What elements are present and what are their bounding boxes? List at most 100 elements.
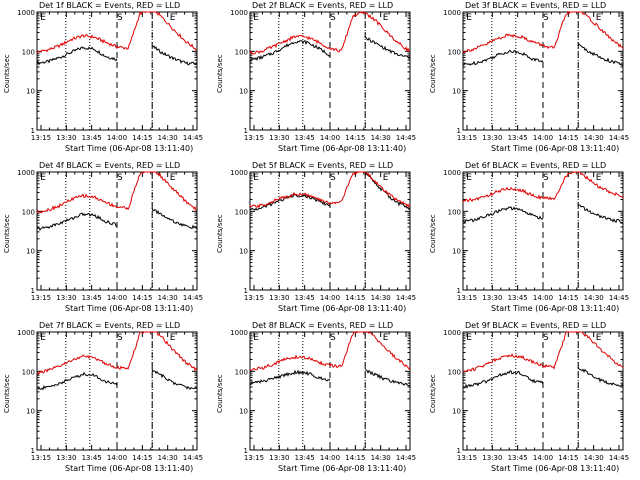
y-tick-label: 100 <box>22 48 35 56</box>
chart-title: Det 4f BLACK = Events, RED = LLD <box>39 161 181 170</box>
series-line-events <box>36 368 198 391</box>
x-axis-label: Start Time (06-Apr-08 13:11:40) <box>278 144 407 153</box>
x-axis-label: Start Time (06-Apr-08 13:11:40) <box>65 464 194 473</box>
chart-title: Det 7f BLACK = Events, RED = LLD <box>39 321 181 330</box>
y-tick-label: 10 <box>452 248 461 256</box>
y-tick-label: 100 <box>22 208 35 216</box>
interval-marker: E <box>383 333 389 343</box>
y-tick-label: 1 <box>457 287 461 295</box>
detector-panel-5: Det 5f BLACK = Events, RED = LLD Counts/s… <box>213 160 426 320</box>
x-tick-label: 14:30 <box>584 294 604 302</box>
x-axis-label: Start Time (06-Apr-08 13:11:40) <box>65 304 194 313</box>
x-tick-label: 13:45 <box>295 134 315 142</box>
y-tick-label: 10 <box>452 408 461 416</box>
x-tick-label: 14:30 <box>158 134 178 142</box>
x-tick-label: 14:00 <box>533 294 553 302</box>
x-tick-label: 13:45 <box>82 134 102 142</box>
x-tick-label: 13:15 <box>244 134 264 142</box>
x-tick-label: 13:15 <box>31 294 51 302</box>
interval-marker: E <box>170 13 176 23</box>
x-tick-label: 14:15 <box>558 134 578 142</box>
chart-title: Det 1f BLACK = Events, RED = LLD <box>39 1 181 10</box>
y-tick-label: 1 <box>457 127 461 135</box>
y-tick-label: 1000 <box>230 169 248 177</box>
x-tick-label: 14:45 <box>183 134 203 142</box>
plot-svg: 1 10 100 1000 13:15 13:30 13:45 14:00 14:15 14:30… <box>230 329 416 462</box>
x-tick-label: 14:15 <box>558 294 578 302</box>
y-tick-label: 10 <box>239 408 248 416</box>
chart-title: Det 8f BLACK = Events, RED = LLD <box>252 321 394 330</box>
series-line-lld <box>36 171 198 214</box>
x-tick-label: 14:15 <box>132 454 152 462</box>
series-line-events <box>462 43 624 67</box>
x-tick-label: 14:15 <box>345 294 365 302</box>
x-tick-label: 14:15 <box>132 294 152 302</box>
x-tick-label: 14:00 <box>533 134 553 142</box>
x-tick-label: 14:00 <box>320 134 340 142</box>
x-tick-label: 14:15 <box>345 454 365 462</box>
x-tick-label: 14:00 <box>107 454 127 462</box>
series-line-lld <box>36 11 198 54</box>
x-axis-label: Start Time (06-Apr-08 13:11:40) <box>491 144 620 153</box>
x-tick-label: 13:15 <box>244 294 264 302</box>
x-tick-label: 14:45 <box>396 454 416 462</box>
y-tick-label: 1 <box>31 447 35 455</box>
series-line-lld <box>462 10 624 54</box>
series-line-events <box>462 366 624 389</box>
chart-title: Det 5f BLACK = Events, RED = LLD <box>252 161 394 170</box>
y-tick-label: 1000 <box>230 9 248 17</box>
interval-marker: E <box>383 173 389 183</box>
x-axis-label: Start Time (06-Apr-08 13:11:40) <box>491 304 620 313</box>
interval-marker: S <box>543 13 549 23</box>
x-tick-label: 13:15 <box>31 454 51 462</box>
x-tick-label: 13:45 <box>82 454 102 462</box>
series-line-lld <box>462 171 624 203</box>
detector-panel-1: Det 1f BLACK = Events, RED = LLD Counts/s… <box>0 0 213 160</box>
interval-marker: E <box>170 173 176 183</box>
detector-panel-8: Det 8f BLACK = Events, RED = LLD Counts/s… <box>213 320 426 480</box>
y-tick-label: 1000 <box>443 9 461 17</box>
series-line-events <box>249 369 411 387</box>
plot-svg: 1 10 100 1000 13:15 13:30 13:45 14:00 14:15 14:30… <box>17 169 203 302</box>
y-tick-label: 10 <box>239 88 248 96</box>
y-tick-label: 1000 <box>443 169 461 177</box>
x-tick-label: 13:30 <box>482 134 502 142</box>
y-tick-label: 1000 <box>17 169 35 177</box>
series-line-lld <box>462 331 624 372</box>
series-line-events <box>249 35 411 62</box>
interval-marker: E <box>40 333 46 343</box>
x-tick-label: 13:30 <box>482 454 502 462</box>
interval-marker: E <box>383 13 389 23</box>
x-axis-label: Start Time (06-Apr-08 13:11:40) <box>491 464 620 473</box>
detector-panel-7: Det 7f BLACK = Events, RED = LLD Counts/s… <box>0 320 213 480</box>
plot-svg: 1 10 100 1000 13:15 13:30 13:45 14:00 14:15 14:30… <box>17 9 203 142</box>
interval-marker: S <box>117 333 123 343</box>
detector-panel-2: Det 2f BLACK = Events, RED = LLD Counts/s… <box>213 0 426 160</box>
x-tick-label: 13:45 <box>295 454 315 462</box>
x-axis-label: Start Time (06-Apr-08 13:11:40) <box>65 144 194 153</box>
x-tick-label: 13:30 <box>269 454 289 462</box>
x-tick-label: 14:30 <box>158 294 178 302</box>
x-tick-label: 13:30 <box>56 294 76 302</box>
interval-marker: E <box>596 13 602 23</box>
series-line-lld <box>249 171 411 209</box>
y-tick-label: 100 <box>22 368 35 376</box>
detector-panel-6: Det 6f BLACK = Events, RED = LLD Counts/s… <box>426 160 639 320</box>
chart-title: Det 6f BLACK = Events, RED = LLD <box>465 161 607 170</box>
chart-title: Det 3f BLACK = Events, RED = LLD <box>465 1 607 10</box>
interval-marker: E <box>253 13 259 23</box>
y-tick-label: 1 <box>31 287 35 295</box>
x-tick-label: 14:00 <box>320 294 340 302</box>
x-tick-label: 14:45 <box>609 134 629 142</box>
x-tick-label: 14:30 <box>371 134 391 142</box>
x-axis-label: Start Time (06-Apr-08 13:11:40) <box>278 304 407 313</box>
x-tick-label: 13:45 <box>82 294 102 302</box>
interval-marker: E <box>40 13 46 23</box>
x-tick-label: 13:30 <box>269 294 289 302</box>
interval-marker: S <box>117 13 123 23</box>
x-tick-label: 14:45 <box>396 294 416 302</box>
y-tick-label: 10 <box>452 88 461 96</box>
interval-marker: E <box>596 173 602 183</box>
plot-svg: 1 10 100 1000 13:15 13:30 13:45 14:00 14:15 14:30… <box>230 169 416 302</box>
